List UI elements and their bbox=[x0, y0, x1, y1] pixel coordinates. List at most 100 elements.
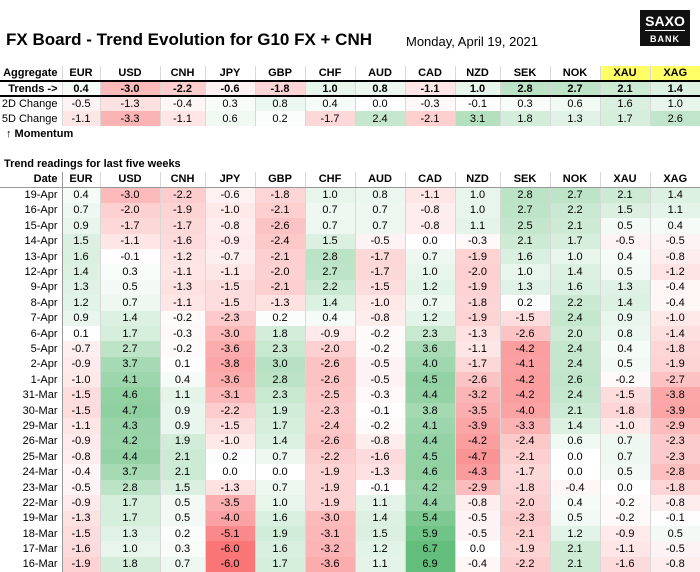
value-cell: 0.2 bbox=[499, 295, 550, 311]
value-cell: -0.2 bbox=[354, 325, 405, 342]
value-cell: -2.2 bbox=[499, 556, 550, 572]
value-cell: 1.0 bbox=[304, 187, 355, 203]
row-label: 30-Mar bbox=[0, 402, 63, 419]
row-label: 17-Mar bbox=[0, 541, 63, 557]
value-cell: 2.4 bbox=[549, 356, 600, 373]
value-cell: 0.5 bbox=[99, 279, 160, 296]
value-cell: -3.5 bbox=[454, 402, 500, 419]
value-cell: 1.8 bbox=[499, 111, 550, 126]
value-cell: -1.9 bbox=[304, 495, 355, 511]
column-header: XAG bbox=[649, 66, 700, 82]
column-header: XAU bbox=[599, 172, 650, 188]
data-row: 31-Mar -1.5 4.6 1.1 -3.1 2.3 -2.5 -0.3 4.4 -3.2 -4… bbox=[0, 387, 700, 403]
value-cell: 3.0 bbox=[254, 356, 305, 373]
value-cell: -0.5 bbox=[649, 541, 700, 557]
value-cell: 2.1 bbox=[599, 80, 650, 97]
value-cell: 1.6 bbox=[254, 541, 305, 557]
value-cell: -2.2 bbox=[304, 449, 355, 465]
value-cell: -4.0 bbox=[204, 510, 255, 526]
value-cell: -0.4 bbox=[61, 464, 100, 480]
value-cell: -0.9 bbox=[61, 356, 100, 373]
value-cell: 4.0 bbox=[404, 356, 455, 373]
row-label: 18-Mar bbox=[0, 525, 63, 542]
value-cell: 5.9 bbox=[404, 525, 455, 542]
value-cell: 0.5 bbox=[599, 464, 650, 480]
value-cell: 2.0 bbox=[549, 325, 600, 342]
value-cell: 0.7 bbox=[254, 449, 305, 465]
value-cell: 4.6 bbox=[99, 387, 160, 403]
value-cell: -1.1 bbox=[404, 187, 455, 203]
row-label: 5D Change bbox=[1, 112, 58, 125]
value-cell: -1.3 bbox=[204, 479, 255, 496]
value-cell: 3.7 bbox=[99, 356, 160, 373]
value-cell: -0.9 bbox=[599, 525, 650, 542]
value-cell: 1.2 bbox=[549, 525, 600, 542]
value-cell: -2.3 bbox=[649, 433, 700, 450]
column-header: GBP bbox=[254, 66, 305, 82]
value-cell: 1.0 bbox=[454, 187, 500, 203]
value-cell: -4.0 bbox=[499, 402, 550, 419]
value-cell: 0.5 bbox=[599, 356, 650, 373]
column-header: CAD bbox=[404, 66, 455, 82]
value-cell: -1.9 bbox=[454, 279, 500, 296]
row-label: 5-Apr bbox=[0, 341, 63, 357]
value-cell: -0.4 bbox=[159, 96, 205, 111]
value-cell: 1.6 bbox=[549, 279, 600, 296]
row-label: 8-Apr bbox=[0, 295, 63, 311]
data-row: 19-Mar -1.3 1.7 0.5 -4.0 1.6 -3.0 1.4 5.4 -0.5 -2.… bbox=[0, 510, 700, 526]
row-label: 12-Apr bbox=[0, 264, 63, 280]
value-cell: 2.8 bbox=[254, 372, 305, 388]
value-cell: -2.5 bbox=[304, 387, 355, 403]
value-cell: 0.0 bbox=[354, 96, 405, 111]
value-cell: 1.5 bbox=[354, 525, 405, 542]
value-cell: -3.2 bbox=[304, 541, 355, 557]
value-cell: -0.5 bbox=[61, 96, 100, 111]
value-cell: 0.3 bbox=[499, 96, 550, 111]
value-cell: -1.0 bbox=[61, 372, 100, 388]
data-row: 23-Mar -0.5 2.8 1.5 -1.3 0.7 -1.9 -0.1 4.2 -2.9 -1… bbox=[0, 479, 700, 496]
value-cell: -3.9 bbox=[649, 402, 700, 419]
value-cell: 2.4 bbox=[549, 387, 600, 403]
column-header: CNH bbox=[159, 172, 205, 188]
value-cell: -1.6 bbox=[599, 556, 650, 572]
row-label: 16-Mar bbox=[0, 556, 63, 572]
data-row: 22-Mar -0.9 1.7 0.5 -3.5 1.0 -1.9 1.1 4.4 -0.8 -2.… bbox=[0, 495, 700, 511]
value-cell: 0.3 bbox=[159, 541, 205, 557]
value-cell: -0.2 bbox=[599, 510, 650, 526]
value-cell: -3.2 bbox=[454, 387, 500, 403]
value-cell: -1.9 bbox=[499, 541, 550, 557]
column-header: CHF bbox=[304, 172, 355, 188]
value-cell: -3.8 bbox=[649, 387, 700, 403]
value-cell: 1.1 bbox=[454, 218, 500, 234]
value-cell: 1.0 bbox=[499, 264, 550, 280]
value-cell: -2.2 bbox=[159, 187, 205, 203]
value-cell: 0.2 bbox=[254, 111, 305, 126]
value-cell: 0.7 bbox=[599, 449, 650, 465]
value-cell: -0.8 bbox=[649, 495, 700, 511]
row-label: 15-Apr bbox=[0, 218, 63, 234]
value-cell: 2.6 bbox=[549, 372, 600, 388]
value-cell: 4.4 bbox=[404, 495, 455, 511]
value-cell: -0.8 bbox=[649, 556, 700, 572]
value-cell: -4.2 bbox=[499, 387, 550, 403]
row-label: 31-Mar bbox=[0, 387, 63, 403]
value-cell: -1.0 bbox=[599, 418, 650, 434]
value-cell: -0.3 bbox=[159, 325, 205, 342]
value-cell: 1.7 bbox=[254, 556, 305, 572]
value-cell: 2.3 bbox=[404, 325, 455, 342]
value-cell: -1.1 bbox=[404, 80, 455, 97]
data-row: 18-Mar -1.5 1.3 0.2 -5.1 1.9 -3.1 1.5 5.9 -0.5 -2.… bbox=[0, 525, 700, 542]
value-cell: -0.3 bbox=[354, 387, 405, 403]
value-cell: 0.5 bbox=[599, 264, 650, 280]
value-cell: 0.2 bbox=[254, 310, 305, 326]
value-cell: 4.1 bbox=[99, 372, 160, 388]
value-cell: 0.0 bbox=[549, 449, 600, 465]
row-label: 7-Apr bbox=[0, 310, 63, 326]
value-cell: -1.1 bbox=[159, 111, 205, 126]
value-cell: -0.5 bbox=[354, 233, 405, 249]
value-cell: 0.5 bbox=[649, 525, 700, 542]
value-cell: 0.7 bbox=[304, 218, 355, 234]
value-cell: -1.2 bbox=[159, 248, 205, 265]
value-cell: -3.0 bbox=[304, 510, 355, 526]
row-label: 14-Apr bbox=[0, 233, 63, 249]
